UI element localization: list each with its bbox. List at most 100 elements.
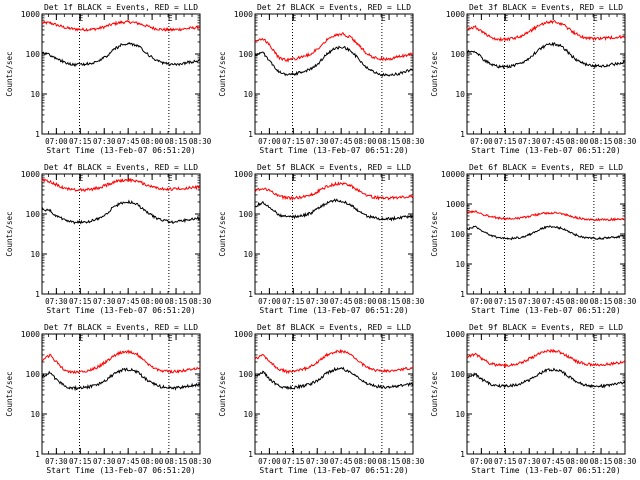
x-tick-label: 07:45 — [117, 457, 140, 466]
panel-title: Det 6f BLACK = Events, RED = LLD — [469, 163, 623, 172]
x-tick-label: 08:15 — [590, 137, 613, 146]
plot-frame — [254, 333, 414, 455]
x-tick-label: 08:00 — [354, 137, 377, 146]
panel-det-9: Det 9f BLACK = Events, RED = LLD 1 10 100 10… — [430, 323, 637, 475]
x-tick-label: 08:30 — [614, 457, 637, 466]
marker-label: E — [593, 174, 598, 183]
panel-title: Det 8f BLACK = Events, RED = LLD — [257, 323, 411, 332]
series-events-black — [466, 41, 626, 70]
plot-frame — [466, 13, 626, 135]
x-tick-label: 07:15 — [494, 457, 517, 466]
y-tick-label: 1000 — [21, 330, 40, 339]
y-tick-label: 1000 — [446, 10, 465, 19]
marker-label: E — [381, 174, 386, 183]
panel-det-5: Det 5f BLACK = Events, RED = LLD 1 10 100 10… — [218, 163, 425, 315]
y-axis-label: Counts/sec — [218, 211, 227, 256]
y-tick-label: 100 — [239, 210, 254, 219]
panel-title: Det 1f BLACK = Events, RED = LLD — [44, 3, 198, 12]
x-tick-label: 07:00 — [258, 137, 281, 146]
series-events-black — [41, 367, 201, 392]
y-tick-label: 100 — [26, 50, 41, 59]
y-axis-label: Counts/sec — [218, 51, 227, 96]
y-tick-label: 10 — [243, 90, 253, 99]
panel-title: Det 5f BLACK = Events, RED = LLD — [257, 163, 411, 172]
y-axis-label: Counts/sec — [5, 51, 14, 96]
x-tick-label: 08:15 — [590, 297, 613, 306]
x-axis-label: Start Time (13-Feb-07 06:51:20) — [471, 306, 620, 315]
x-tick-label: 08:15 — [378, 457, 401, 466]
y-tick-label: 100 — [26, 210, 41, 219]
x-tick-label: 07:45 — [330, 297, 353, 306]
y-tick-label: 100 — [239, 50, 254, 59]
x-tick-label: 07:00 — [470, 457, 493, 466]
x-tick-label: 08:30 — [189, 457, 212, 466]
x-tick-label: 08:30 — [189, 297, 212, 306]
x-tick-label: 07:15 — [69, 137, 92, 146]
series-lld-red — [466, 19, 626, 43]
x-tick-label: 07:45 — [542, 457, 565, 466]
x-tick-label: 07:45 — [542, 297, 565, 306]
x-tick-label: 08:00 — [566, 137, 589, 146]
x-tick-label: 08:00 — [566, 457, 589, 466]
panel-title: Det 4f BLACK = Events, RED = LLD — [44, 163, 198, 172]
marker-label: E — [504, 14, 509, 23]
series-lld-red — [254, 348, 414, 375]
x-tick-label: 08:00 — [566, 297, 589, 306]
x-axis-label: Start Time (13-Feb-07 06:51:20) — [46, 306, 195, 315]
marker-label: E — [79, 14, 84, 23]
series-events-black — [254, 45, 414, 78]
plot-frame — [466, 333, 626, 455]
x-tick-label: 08:00 — [141, 457, 164, 466]
y-tick-label: 10 — [455, 410, 465, 419]
x-tick-label: 07:00 — [470, 137, 493, 146]
plot-frame — [41, 173, 201, 295]
panel-title: Det 7f BLACK = Events, RED = LLD — [44, 323, 198, 332]
y-axis-label: Counts/sec — [430, 211, 439, 256]
panel-det-8: Det 8f BLACK = Events, RED = LLD 1 10 100 10… — [218, 323, 425, 475]
panel-det-2: Det 2f BLACK = Events, RED = LLD 1 10 100 10… — [218, 3, 425, 155]
y-tick-label: 1 — [248, 130, 253, 139]
y-tick-label: 1000 — [234, 330, 253, 339]
y-tick-label: 1 — [35, 130, 40, 139]
x-tick-label: 08:00 — [354, 457, 377, 466]
x-tick-label: 07:45 — [330, 457, 353, 466]
marker-label: E — [79, 334, 84, 343]
plot-frame — [41, 13, 201, 135]
series-events-black — [254, 366, 414, 391]
x-axis-label: Start Time (13-Feb-07 06:51:20) — [46, 146, 195, 155]
x-axis-label: Start Time (13-Feb-07 06:51:20) — [471, 466, 620, 475]
series-lld-red — [41, 19, 201, 32]
series-lld-red — [466, 209, 626, 222]
series-lld-red — [254, 32, 414, 63]
x-tick-label: 07:00 — [258, 297, 281, 306]
marker-label: E — [504, 174, 509, 183]
y-tick-label: 100 — [26, 370, 41, 379]
y-axis-label: Counts/sec — [430, 371, 439, 416]
x-tick-label: 07:30 — [93, 137, 116, 146]
x-tick-label: 07:15 — [494, 137, 517, 146]
series-events-black — [466, 225, 626, 241]
panel-det-7: Det 7f BLACK = Events, RED = LLD 1 10 100 10… — [5, 323, 212, 475]
y-tick-label: 1000 — [21, 170, 40, 179]
y-tick-label: 100 — [451, 50, 466, 59]
series-events-black — [466, 367, 626, 389]
x-axis-label: Start Time (13-Feb-07 06:51:20) — [259, 466, 408, 475]
x-tick-label: 07:30 — [306, 137, 329, 146]
y-tick-label: 10 — [455, 90, 465, 99]
y-tick-label: 1 — [248, 450, 253, 459]
x-tick-label: 08:30 — [189, 137, 212, 146]
x-tick-label: 08:30 — [614, 297, 637, 306]
x-tick-label: 07:15 — [282, 137, 305, 146]
plot-frame — [41, 333, 201, 455]
y-tick-label: 10 — [30, 250, 40, 259]
x-tick-label: 08:00 — [141, 137, 164, 146]
y-tick-label: 100 — [451, 230, 466, 239]
x-tick-label: 07:30 — [518, 137, 541, 146]
y-axis-label: Counts/sec — [5, 371, 14, 416]
y-tick-label: 1000 — [234, 170, 253, 179]
panel-det-3: Det 3f BLACK = Events, RED = LLD 1 10 100 10… — [430, 3, 637, 155]
y-tick-label: 10 — [243, 410, 253, 419]
x-tick-label: 07:15 — [282, 457, 305, 466]
x-tick-label: 08:15 — [378, 137, 401, 146]
y-tick-label: 1000 — [234, 10, 253, 19]
